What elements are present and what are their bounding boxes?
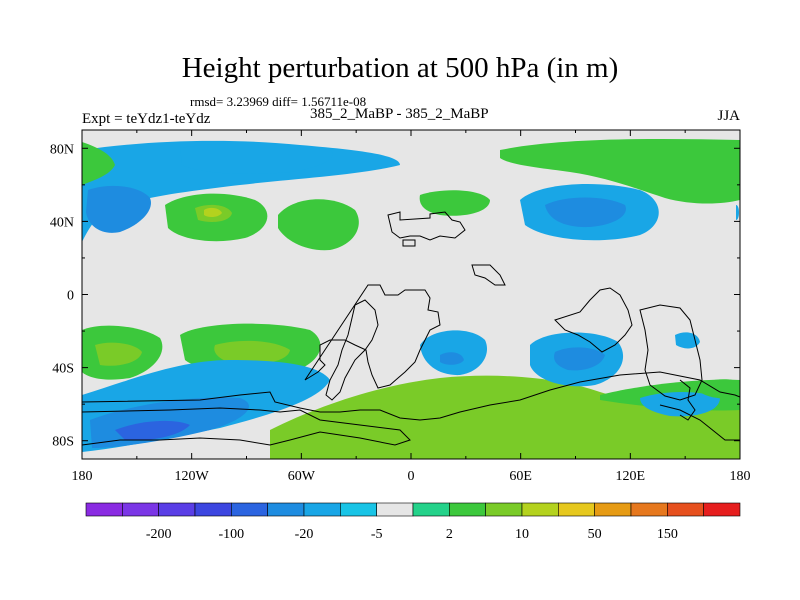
colorbar-swatch: [449, 502, 486, 517]
coastlines: [81, 211, 741, 446]
contour-atlantic-pos: [278, 199, 359, 251]
season-label: JJA: [717, 108, 740, 124]
contour-south-atlantic-core: [440, 352, 464, 365]
coastline-middle-east: [471, 264, 506, 286]
y-tick-label: 80S: [52, 435, 74, 450]
contour-south-pacific-west-core: [95, 342, 142, 366]
colorbar-swatch: [267, 502, 305, 517]
y-tick-label: 80N: [50, 142, 74, 157]
colorbar-swatch: [376, 502, 414, 517]
colorbar-swatch: [231, 502, 268, 517]
colorbar-label: 50: [588, 527, 602, 542]
contour-atlantic-small: [419, 190, 490, 216]
coastline-australia: [639, 304, 703, 401]
colorbar-swatch: [158, 502, 196, 517]
stats-line: rmsd= 3.23969 diff= 1.56711e-08: [190, 94, 367, 109]
colorbar-label: -20: [295, 527, 314, 542]
contour-asia-core: [545, 197, 626, 228]
contour-southern-ocean-min: [115, 420, 190, 441]
coastline-india: [554, 287, 633, 353]
colorbar: -200 -100 -20 -5 2 10 50 150: [85, 502, 741, 542]
chart-title: Height perturbation at 500 hPa (in m): [181, 52, 619, 84]
y-tick-label: 40N: [50, 215, 74, 230]
x-axis: 180 120W 60W 0 60E 120E 180: [72, 130, 751, 484]
contour-north-pacific-top: [180, 142, 333, 174]
contour-indian-ocean-core: [554, 347, 605, 371]
contour-south-indian-neg: [640, 392, 720, 417]
contour-north-pacific-neg: [82, 140, 400, 242]
colorbar-label: 10: [515, 527, 529, 542]
colorbar-swatch: [122, 502, 159, 517]
y-tick-label: 40S: [52, 362, 74, 377]
case-label: 385_2_MaBP - 385_2_MaBP: [310, 106, 489, 122]
colorbar-swatch: [194, 502, 232, 517]
colorbar-swatch: [558, 502, 595, 517]
colorbar-swatch: [594, 502, 632, 517]
colorbar-label: -100: [218, 527, 244, 542]
x-tick-label: 60W: [288, 469, 316, 484]
colorbar-swatch: [485, 502, 523, 517]
x-tick-label: 120W: [175, 469, 210, 484]
coastline-africa: [304, 284, 441, 389]
contour-north-pacific-core: [86, 185, 151, 233]
colorbar-swatch: [85, 502, 123, 517]
coastline-east-antarctica: [659, 404, 740, 441]
coastline-black-sea: [402, 239, 416, 247]
colorbar-swatch: [630, 502, 668, 517]
contour-antarctic-pos: [270, 375, 740, 459]
y-axis: 80S 40S 0 40N 80N: [50, 142, 740, 450]
colorbar-label: -5: [371, 527, 383, 542]
x-tick-label: 120E: [616, 469, 646, 484]
x-tick-label: 180: [730, 469, 751, 484]
contour-pacific-ne-pos: [82, 142, 115, 185]
coastline-pacific-islands: [679, 379, 696, 421]
x-tick-label: 0: [408, 469, 415, 484]
contour-fills: [82, 139, 740, 459]
colorbar-label: 2: [446, 527, 453, 542]
colorbar-label: 150: [657, 527, 678, 542]
colorbar-swatch: [412, 502, 450, 517]
y-tick-label: 0: [67, 289, 74, 304]
x-tick-label: 180: [72, 469, 93, 484]
coastline-antarctica-inner: [81, 407, 411, 446]
contour-south-pacific-core: [214, 340, 290, 365]
coastline-antarctica: [81, 371, 741, 421]
experiment-label: Expt = teYdz1-teYdz: [82, 111, 211, 127]
contour-eurasia-pos: [500, 139, 740, 204]
contour-east-edge-neg: [736, 205, 739, 220]
colorbar-swatch: [667, 502, 704, 517]
coastline-south-america: [325, 299, 379, 401]
x-tick-label: 60E: [509, 469, 532, 484]
colorbar-swatch: [703, 502, 741, 517]
contour-north-america-max: [204, 207, 222, 218]
colorbar-swatch: [340, 502, 377, 517]
colorbar-label: -200: [146, 527, 172, 542]
colorbar-swatch: [303, 502, 341, 517]
colorbar-swatch: [521, 502, 559, 517]
coastline-west-europe: [387, 211, 466, 241]
